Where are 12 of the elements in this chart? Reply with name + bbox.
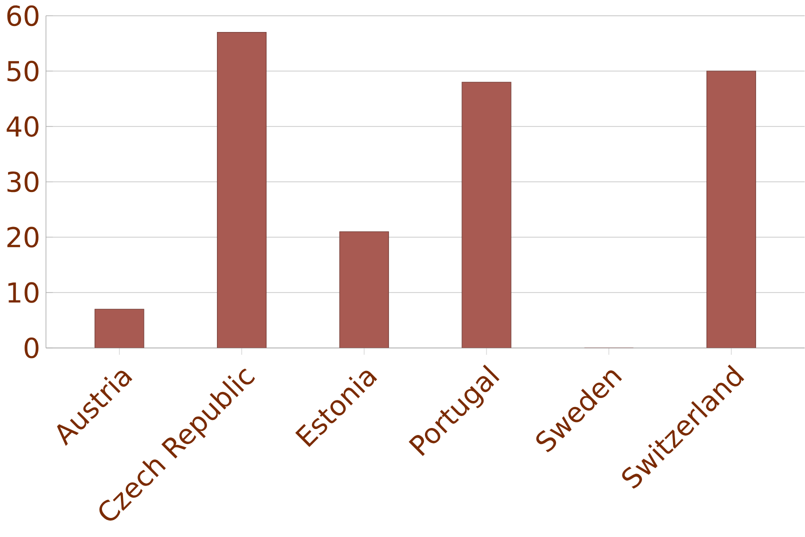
y-tick-label: 60 (7, 5, 38, 26)
y-tick-label: 20 (7, 226, 38, 248)
bar (216, 32, 267, 348)
y-tick-label: 0 (24, 338, 38, 358)
y-tick-label: 50 (8, 60, 38, 82)
y-tick-label: 30 (7, 172, 38, 192)
bar (339, 231, 389, 348)
bar (462, 82, 512, 348)
y-tick-label: 40 (6, 116, 38, 137)
y-tick-label: 10 (8, 282, 38, 303)
bar (94, 308, 144, 348)
bar (706, 70, 756, 348)
